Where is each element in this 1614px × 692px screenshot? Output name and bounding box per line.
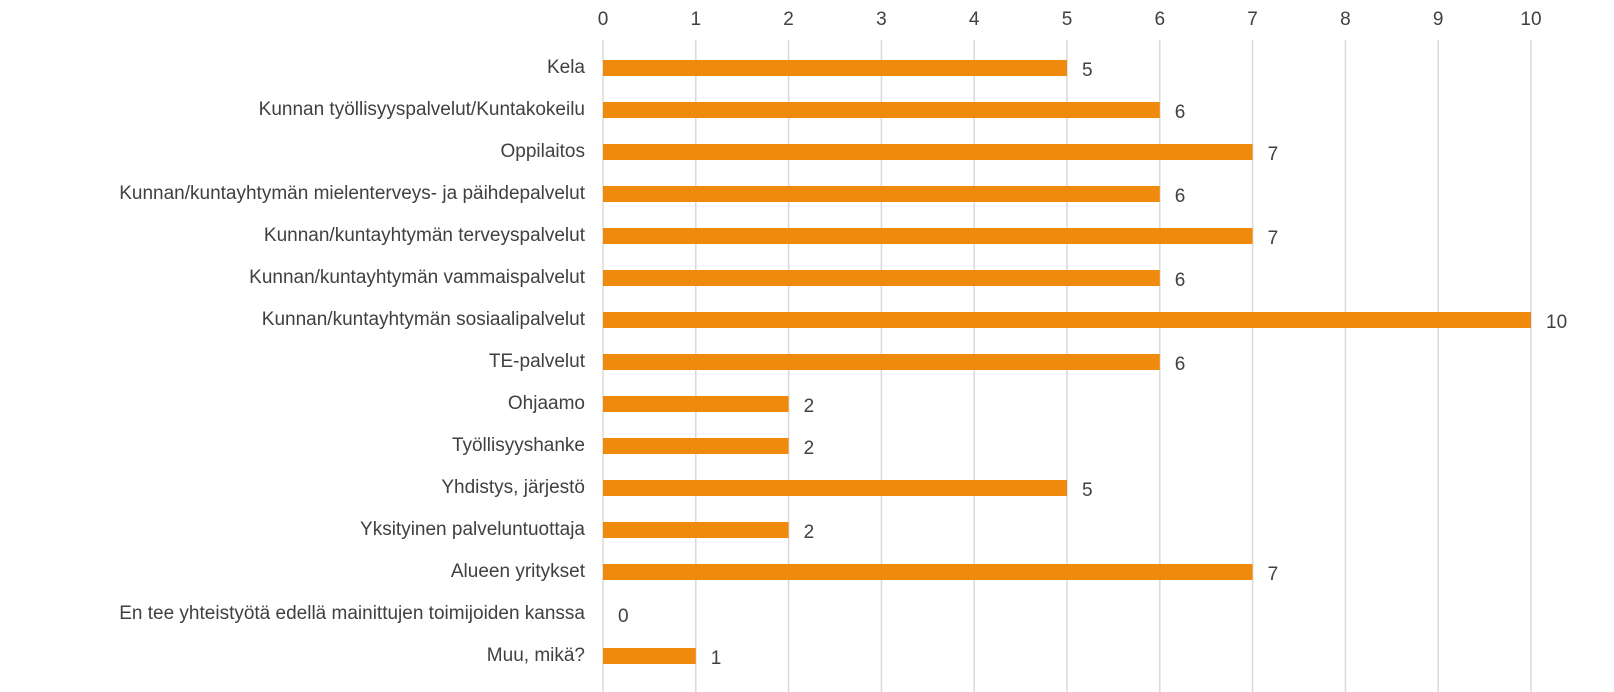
y-tick-label: Kela [547,57,585,78]
bar [603,60,1067,76]
x-tick-label: 7 [1247,9,1258,30]
y-tick-label: Ohjaamo [508,393,585,414]
y-tick-label: En tee yhteistyötä edellä mainittujen to… [119,603,585,624]
bar [603,522,789,538]
y-tick-label: Alueen yritykset [451,561,586,582]
data-label: 6 [1175,354,1186,375]
data-label: 7 [1268,228,1279,249]
data-label: 1 [711,648,722,669]
x-tick-label: 5 [1062,9,1073,30]
x-tick-label: 1 [691,9,702,30]
data-label: 6 [1175,270,1186,291]
y-tick-label: Muu, mikä? [487,645,585,666]
y-tick-label: Kunnan/kuntayhtymän sosiaalipalvelut [262,309,586,330]
x-tick-label: 0 [598,9,609,30]
x-tick-label: 3 [876,9,887,30]
x-tick-label: 9 [1433,9,1444,30]
data-label: 5 [1082,60,1093,81]
bar [603,438,789,454]
bar [603,228,1253,244]
y-tick-label: Yhdistys, järjestö [441,477,585,498]
y-tick-label: Kunnan/kuntayhtymän mielenterveys- ja pä… [119,183,585,204]
y-tick-label: Työllisyyshanke [452,435,585,456]
bar [603,186,1160,202]
y-tick-label: Yksityinen palveluntuottaja [360,519,585,540]
data-label: 2 [804,522,815,543]
data-label: 10 [1546,312,1567,333]
y-tick-label: TE-palvelut [489,351,586,372]
data-label: 7 [1268,564,1279,585]
bar [603,102,1160,118]
y-tick-label: Kunnan/kuntayhtymän vammaispalvelut [249,267,586,288]
x-tick-label: 2 [783,9,794,30]
data-label: 7 [1268,144,1279,165]
y-tick-label: Kunnan työllisyyspalvelut/Kuntakokeilu [259,99,585,120]
x-tick-label: 4 [969,9,980,30]
bar [603,270,1160,286]
y-tick-label: Oppilaitos [501,141,586,162]
bar [603,648,696,664]
data-label: 2 [804,396,815,417]
bar [603,396,789,412]
y-tick-label: Kunnan/kuntayhtymän terveyspalvelut [264,225,586,246]
x-tick-label: 10 [1520,9,1541,30]
x-tick-label: 8 [1340,9,1351,30]
bar [603,312,1531,328]
data-label: 2 [804,438,815,459]
bar [603,354,1160,370]
bar [603,480,1067,496]
data-label: 6 [1175,102,1186,123]
data-label: 0 [618,606,629,627]
data-label: 6 [1175,186,1186,207]
bar [603,144,1253,160]
data-label: 5 [1082,480,1093,501]
x-tick-label: 6 [1155,9,1166,30]
bar [603,564,1253,580]
